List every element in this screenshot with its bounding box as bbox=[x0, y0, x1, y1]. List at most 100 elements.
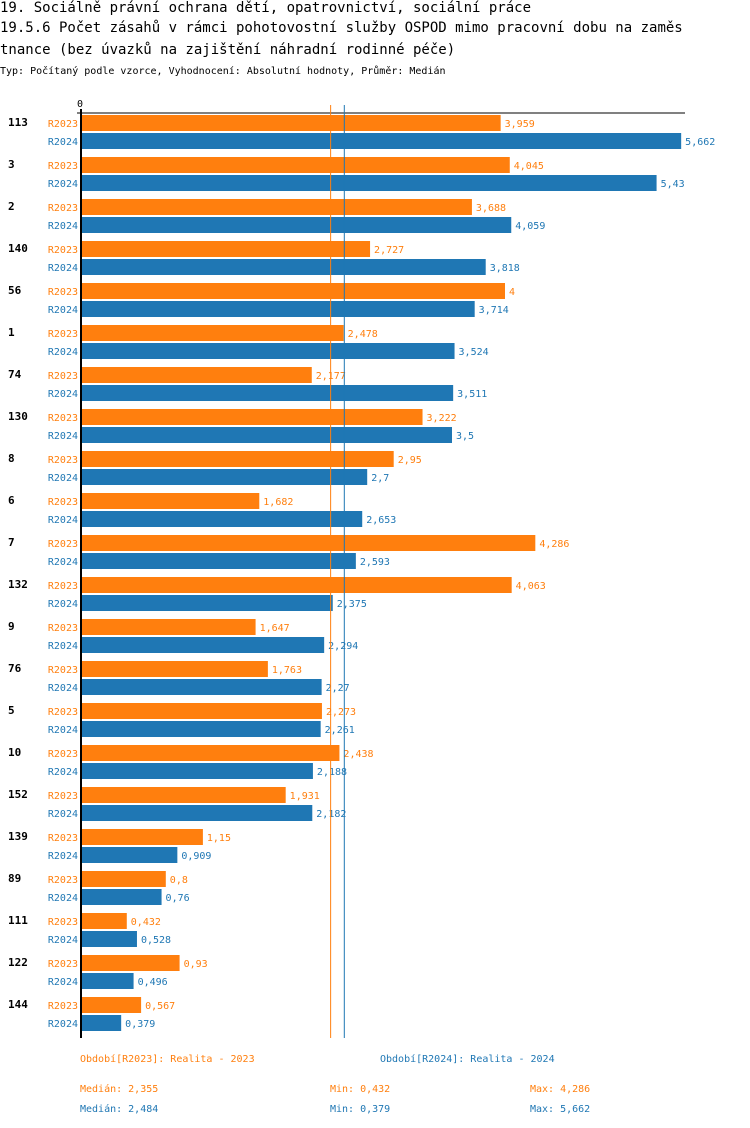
bar-r2023 bbox=[81, 745, 340, 761]
data-label: 0,567 bbox=[145, 1001, 175, 1012]
data-label: 2,593 bbox=[360, 557, 390, 568]
bar-r2023 bbox=[81, 787, 286, 803]
bar-r2024 bbox=[81, 343, 455, 359]
series-label: R2024 bbox=[48, 935, 78, 946]
x-tick-label: 0 bbox=[77, 99, 83, 110]
bar-r2024 bbox=[81, 805, 313, 821]
bar-r2023 bbox=[81, 619, 256, 635]
series-label: R2024 bbox=[48, 305, 78, 316]
data-label: 3,5 bbox=[456, 431, 474, 442]
series-label: R2023 bbox=[48, 161, 78, 172]
series-label: R2023 bbox=[48, 707, 78, 718]
data-label: 0,528 bbox=[141, 935, 171, 946]
category-label: 113 bbox=[8, 116, 28, 129]
category-label: 2 bbox=[8, 200, 15, 213]
data-label: 4,059 bbox=[515, 221, 545, 232]
series-label: R2024 bbox=[48, 725, 78, 736]
bar-r2024 bbox=[81, 973, 134, 989]
data-label: 4 bbox=[509, 287, 515, 298]
series-label: R2024 bbox=[48, 431, 78, 442]
category-label: 6 bbox=[8, 494, 15, 507]
series-label: R2024 bbox=[48, 1019, 78, 1030]
category-label: 7 bbox=[8, 536, 15, 549]
category-label: 1 bbox=[8, 326, 15, 339]
stat-r2023-median: Medián: 2,355 bbox=[80, 1084, 159, 1095]
data-label: 2,95 bbox=[398, 455, 422, 466]
bar-r2024 bbox=[81, 637, 325, 653]
data-label: 4,063 bbox=[516, 581, 546, 592]
category-label: 122 bbox=[8, 956, 28, 969]
bar-r2024 bbox=[81, 427, 452, 443]
series-label: R2023 bbox=[48, 497, 78, 508]
series-label: R2024 bbox=[48, 767, 78, 778]
category-label: 139 bbox=[8, 830, 28, 843]
series-label: R2023 bbox=[48, 287, 78, 298]
data-label: 2,261 bbox=[325, 725, 355, 736]
bar-r2023 bbox=[81, 451, 394, 467]
category-label: 8 bbox=[8, 452, 15, 465]
data-label: 2,375 bbox=[337, 599, 367, 610]
data-label: 3,818 bbox=[490, 263, 520, 274]
data-label: 2,727 bbox=[374, 245, 404, 256]
data-label: 0,496 bbox=[138, 977, 168, 988]
bar-r2024 bbox=[81, 175, 657, 191]
bar-r2024 bbox=[81, 763, 313, 779]
data-label: 4,045 bbox=[514, 161, 544, 172]
bar-r2023 bbox=[81, 157, 510, 173]
bar-r2023 bbox=[81, 367, 312, 383]
category-label: 140 bbox=[8, 242, 28, 255]
bar-r2023 bbox=[81, 283, 505, 299]
category-label: 74 bbox=[8, 368, 22, 381]
data-label: 2,653 bbox=[366, 515, 396, 526]
category-label: 9 bbox=[8, 620, 15, 633]
data-label: 3,688 bbox=[476, 203, 506, 214]
bar-r2024 bbox=[81, 1015, 122, 1031]
bar-r2023 bbox=[81, 535, 536, 551]
bar-r2024 bbox=[81, 847, 178, 863]
category-label: 56 bbox=[8, 284, 22, 297]
bar-r2023 bbox=[81, 409, 423, 425]
series-label: R2023 bbox=[48, 665, 78, 676]
stat-r2024-max: Max: 5,662 bbox=[530, 1104, 591, 1115]
data-label: 3,511 bbox=[457, 389, 487, 400]
bar-r2023 bbox=[81, 577, 512, 593]
data-label: 2,438 bbox=[343, 749, 373, 760]
bar-r2024 bbox=[81, 133, 682, 149]
data-label: 5,662 bbox=[685, 137, 715, 148]
series-label: R2023 bbox=[48, 959, 78, 970]
bar-r2023 bbox=[81, 829, 203, 845]
category-label: 152 bbox=[8, 788, 28, 801]
data-label: 0,8 bbox=[170, 875, 188, 886]
chart-section-title: 19. Sociálně právní ochrana dětí, opatro… bbox=[0, 0, 532, 16]
series-label: R2023 bbox=[48, 749, 78, 760]
data-label: 0,432 bbox=[131, 917, 161, 928]
series-label: R2024 bbox=[48, 557, 78, 568]
bar-r2023 bbox=[81, 913, 127, 929]
data-label: 5,43 bbox=[661, 179, 685, 190]
data-label: 2,7 bbox=[371, 473, 389, 484]
series-label: R2024 bbox=[48, 389, 78, 400]
series-label: R2023 bbox=[48, 413, 78, 424]
data-label: 1,682 bbox=[263, 497, 293, 508]
series-label: R2023 bbox=[48, 875, 78, 886]
data-label: 1,647 bbox=[260, 623, 290, 634]
bar-r2024 bbox=[81, 595, 333, 611]
data-label: 0,93 bbox=[184, 959, 208, 970]
category-label: 144 bbox=[8, 998, 28, 1011]
bar-r2023 bbox=[81, 325, 344, 341]
series-label: R2023 bbox=[48, 245, 78, 256]
chart-title-line2: tnance (bez úvazků na zajištění náhradní… bbox=[0, 42, 456, 58]
series-label: R2024 bbox=[48, 683, 78, 694]
series-label: R2023 bbox=[48, 1001, 78, 1012]
series-label: R2023 bbox=[48, 119, 78, 130]
series-label: R2023 bbox=[48, 581, 78, 592]
series-label: R2023 bbox=[48, 539, 78, 550]
legend-r2024: Období[R2024]: Realita - 2024 bbox=[380, 1054, 555, 1065]
chart-subtitle: Typ: Počítaný podle vzorce, Vyhodnocení:… bbox=[0, 66, 446, 77]
data-label: 3,222 bbox=[427, 413, 457, 424]
bar-r2023 bbox=[81, 871, 166, 887]
data-label: 0,909 bbox=[181, 851, 211, 862]
stat-r2024-min: Min: 0,379 bbox=[330, 1104, 391, 1115]
stat-r2023-max: Max: 4,286 bbox=[530, 1084, 591, 1095]
data-label: 2,273 bbox=[326, 707, 356, 718]
